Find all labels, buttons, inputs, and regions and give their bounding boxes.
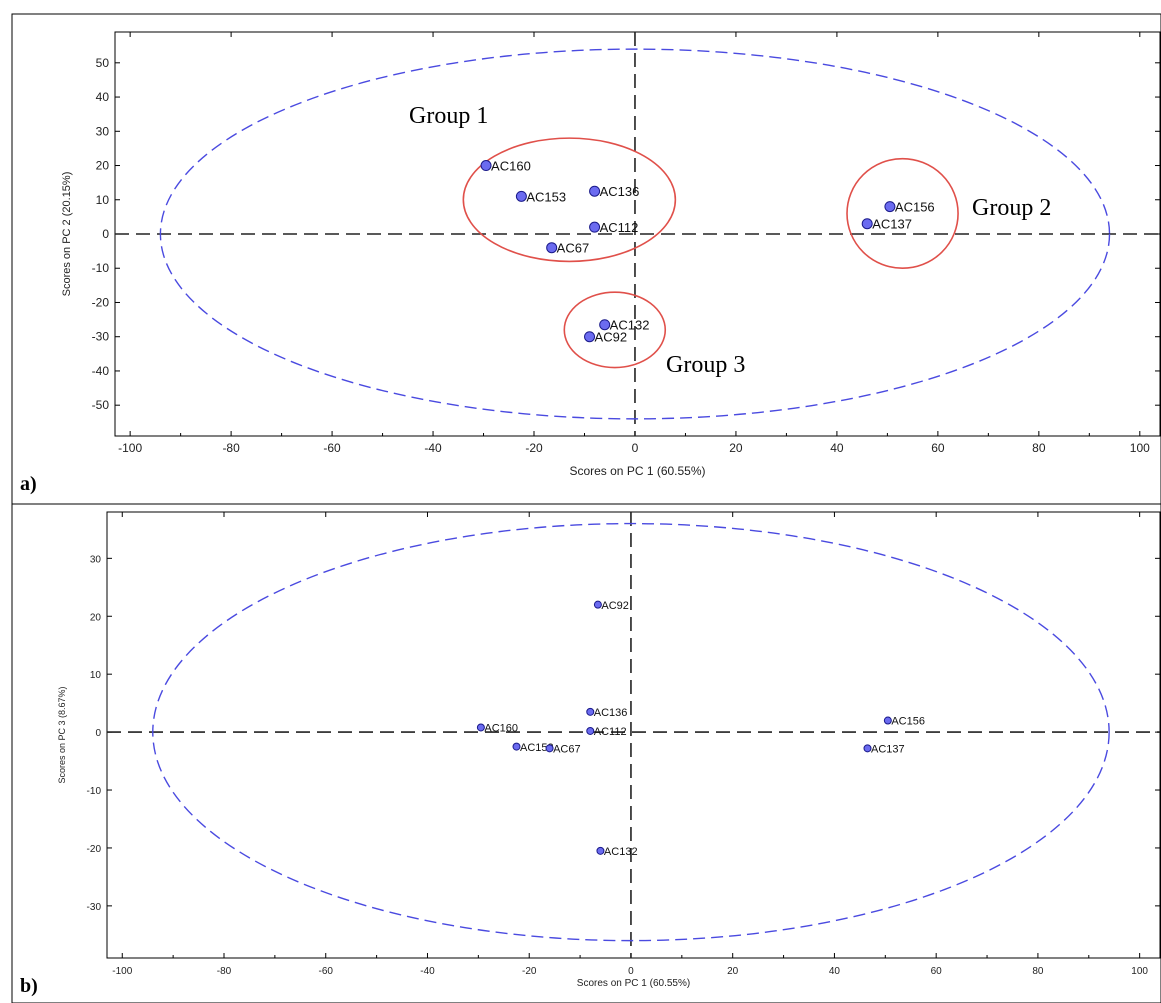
x-tick-label: -80 xyxy=(217,966,232,977)
panel-b: -100 -80 -60 -40 -20 0 20 40 60 80 1003020100-10-2… xyxy=(11,503,1161,1003)
x-tick-label: -20 xyxy=(522,966,537,977)
data-point-label: AC156 xyxy=(891,716,925,728)
y-tick-label: 50 xyxy=(96,56,110,70)
data-point xyxy=(593,600,602,609)
data-point-label: AC112 xyxy=(600,220,639,235)
x-tick-label: -80 xyxy=(222,441,240,455)
data-point xyxy=(515,190,527,202)
data-point xyxy=(584,331,596,343)
x-tick-label: -60 xyxy=(323,441,341,455)
confidence-ellipse xyxy=(152,522,1110,942)
x-tick-label: -40 xyxy=(420,966,435,977)
data-point-label: AC156 xyxy=(895,200,935,215)
y-axis-label: Scores on PC 3 (8.67%) xyxy=(57,686,67,783)
y-axis-label: Scores on PC 2 (20.15%) xyxy=(61,172,73,297)
data-point xyxy=(480,160,492,172)
data-point xyxy=(863,744,872,753)
data-point xyxy=(599,319,611,331)
data-point-label: AC136 xyxy=(600,184,640,199)
x-tick-label: -20 xyxy=(525,441,543,455)
group-label: Group 1 xyxy=(409,103,488,129)
y-tick-label: 10 xyxy=(96,193,110,207)
y-tick-label: -30 xyxy=(92,330,110,344)
data-point-label: AC137 xyxy=(872,217,912,232)
x-tick-label: 40 xyxy=(830,441,844,455)
y-tick-label: -20 xyxy=(87,844,102,855)
data-point xyxy=(476,723,485,732)
y-tick-label: 0 xyxy=(102,227,109,241)
x-tick-label: 100 xyxy=(1131,966,1148,977)
data-point-label: AC160 xyxy=(491,158,531,173)
y-tick-label: -10 xyxy=(87,786,102,797)
data-point-label: AC160 xyxy=(484,723,518,735)
data-point-label: AC153 xyxy=(526,189,566,204)
y-tick-label: -50 xyxy=(92,398,110,412)
data-point-label: AC137 xyxy=(871,744,905,756)
group-circle xyxy=(563,291,667,369)
x-tick-label: 20 xyxy=(729,441,743,455)
y-tick-label: -30 xyxy=(87,902,102,913)
panel-label: b) xyxy=(20,975,38,997)
group-circle xyxy=(846,157,959,270)
data-point-label: AC136 xyxy=(594,707,628,719)
x-axis-label: Scores on PC 1 (60.55%) xyxy=(569,464,705,478)
data-point xyxy=(546,242,558,254)
y-tick-label: -20 xyxy=(92,295,110,309)
data-point xyxy=(883,716,892,725)
x-tick-label: 80 xyxy=(1032,966,1044,977)
group-label: Group 3 xyxy=(666,352,745,378)
y-tick-label: 30 xyxy=(96,124,110,138)
data-point xyxy=(596,846,605,855)
x-tick-label: -60 xyxy=(319,966,334,977)
x-tick-label: -100 xyxy=(118,441,142,455)
data-point xyxy=(586,726,595,735)
x-tick-label: -40 xyxy=(424,441,442,455)
panel-a: -100 -80 -60 -40 -20 0 20 40 60 80 10050403020100-… xyxy=(11,13,1161,505)
data-point-label: AC132 xyxy=(604,846,638,858)
panel-border xyxy=(11,13,1161,505)
y-tick-label: -10 xyxy=(92,261,110,275)
x-tick-label: 60 xyxy=(931,966,943,977)
y-tick-label: 30 xyxy=(90,554,102,565)
data-point xyxy=(586,707,595,716)
data-point xyxy=(589,185,601,197)
y-tick-label: 0 xyxy=(95,728,101,739)
panel-label: a) xyxy=(20,473,37,495)
data-point-label: AC92 xyxy=(601,600,629,612)
x-tick-label: 40 xyxy=(829,966,841,977)
data-point xyxy=(861,218,873,230)
y-tick-label: -40 xyxy=(92,364,110,378)
data-point-label: AC67 xyxy=(557,241,590,256)
data-point-label: AC132 xyxy=(610,318,650,333)
x-tick-label: 100 xyxy=(1130,441,1150,455)
x-tick-label: 60 xyxy=(931,441,945,455)
x-tick-label: 20 xyxy=(727,966,739,977)
plot-area-border xyxy=(106,511,1161,959)
data-point-label: AC153 xyxy=(520,742,554,754)
group-circle xyxy=(462,137,677,263)
x-tick-label: -100 xyxy=(112,966,132,977)
data-point-label: AC92 xyxy=(595,330,628,345)
data-point xyxy=(884,201,896,213)
x-tick-label: 0 xyxy=(628,966,634,977)
data-point xyxy=(589,221,601,233)
y-tick-label: 20 xyxy=(96,159,110,173)
y-tick-label: 40 xyxy=(96,90,110,104)
data-point xyxy=(545,744,554,753)
x-tick-label: 0 xyxy=(632,441,639,455)
data-point-label: AC112 xyxy=(594,726,627,738)
y-tick-label: 20 xyxy=(90,612,102,623)
x-axis-label: Scores on PC 1 (60.55%) xyxy=(577,978,690,989)
data-point xyxy=(512,742,521,751)
data-point-label: AC67 xyxy=(553,744,581,756)
group-label: Group 2 xyxy=(972,195,1051,221)
panel-border xyxy=(11,503,1161,1003)
confidence-ellipse xyxy=(159,48,1111,420)
y-tick-label: 10 xyxy=(90,670,102,681)
x-tick-label: 80 xyxy=(1032,441,1046,455)
